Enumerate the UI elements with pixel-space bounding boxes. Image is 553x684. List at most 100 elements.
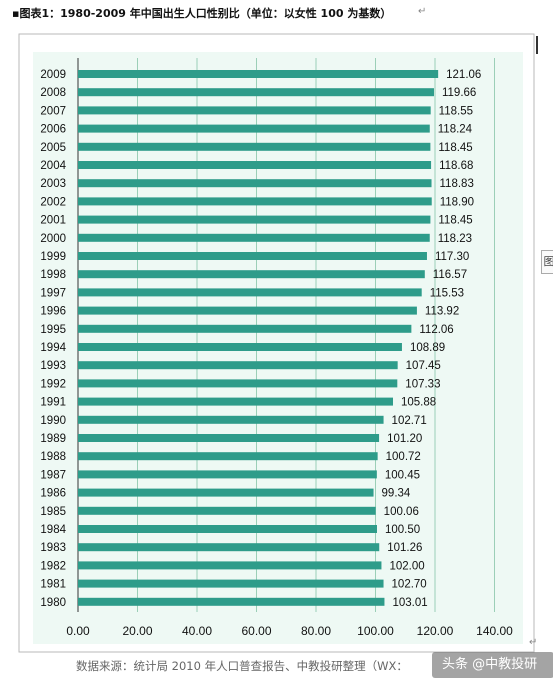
value-label: 118.55 — [439, 105, 473, 117]
value-label: 118.45 — [438, 142, 472, 154]
bar — [78, 106, 431, 115]
bar — [78, 379, 398, 388]
bar — [78, 324, 412, 333]
category-label: 1983 — [40, 542, 66, 554]
x-tick-label: 140.00 — [476, 624, 513, 638]
x-tick-labels: 0.00 20.00 40.00 60.00 80.00 100.00 120.00 140.… — [66, 624, 513, 638]
value-label: 117.30 — [435, 251, 469, 263]
category-label: 2007 — [40, 105, 66, 117]
category-label: 1991 — [40, 397, 66, 409]
category-label: 1989 — [40, 433, 66, 445]
category-label: 2004 — [40, 160, 66, 172]
value-label: 118.23 — [438, 233, 472, 245]
bar — [78, 252, 427, 260]
value-label: 108.89 — [410, 342, 445, 354]
value-label: 102.70 — [392, 579, 427, 591]
paragraph-mark: ↵ — [418, 6, 427, 17]
value-label: 100.45 — [385, 469, 420, 481]
x-tick-label: 100.00 — [357, 624, 394, 638]
bar — [78, 488, 374, 497]
value-label: 118.90 — [440, 196, 474, 208]
value-label: 119.66 — [442, 87, 476, 99]
category-label: 1988 — [40, 451, 66, 463]
category-label: 1981 — [40, 579, 66, 591]
category-label: 1985 — [40, 506, 66, 518]
x-tick-label: 20.00 — [122, 624, 152, 638]
bar — [78, 88, 434, 97]
value-label: 100.72 — [386, 451, 421, 463]
value-label: 100.06 — [384, 506, 419, 518]
value-label: 112.06 — [419, 324, 453, 336]
bar — [78, 70, 439, 78]
category-label: 1993 — [40, 360, 66, 372]
bar — [78, 343, 402, 351]
bar — [78, 434, 380, 442]
category-label: 1992 — [40, 378, 66, 390]
value-label: 118.45 — [438, 215, 472, 227]
bar — [78, 161, 432, 169]
value-label: 103.01 — [392, 597, 427, 609]
bar — [78, 597, 385, 606]
category-label: 1980 — [40, 597, 66, 609]
watermark-badge: 头条 @中教投研 — [432, 652, 553, 678]
category-label: 1994 — [40, 342, 66, 354]
value-label: 118.68 — [439, 160, 473, 172]
category-label: 2000 — [40, 233, 66, 245]
category-label: 1990 — [40, 415, 66, 427]
value-label: 118.83 — [440, 178, 474, 190]
category-labels: 2009 2008 2007 2006 2005 2004 2003 2002 2001 2000… — [40, 69, 66, 609]
category-label: 2002 — [40, 196, 66, 208]
value-label: 101.20 — [387, 433, 422, 445]
value-label: 102.00 — [389, 560, 424, 572]
value-label: 107.33 — [405, 378, 440, 390]
bar — [78, 579, 384, 588]
category-label: 1986 — [40, 488, 66, 500]
text-cursor — [536, 36, 538, 54]
value-label: 101.26 — [387, 542, 422, 554]
value-labels: 121.06 119.66 118.55 118.24 118.45 118.68 118.… — [382, 69, 482, 609]
category-label: 1982 — [40, 560, 66, 572]
bars — [78, 70, 439, 606]
bar — [78, 197, 432, 206]
document-title: ▪图表1：1980-2009 年中国出生人口性别比（单位：以女性 100 为基数… — [12, 7, 392, 20]
value-label: 102.71 — [392, 415, 427, 427]
category-label: 1997 — [40, 287, 66, 299]
bar — [78, 179, 432, 188]
category-label: 1999 — [40, 251, 66, 263]
value-label: 115.53 — [430, 287, 464, 299]
category-label: 1987 — [40, 469, 66, 481]
category-label: 2006 — [40, 124, 66, 136]
source-note: 数据来源：统计局 2010 年人口普查报告、中教投研整理（WX： — [76, 659, 408, 673]
category-label: 2001 — [40, 215, 66, 227]
x-tick-label: 40.00 — [182, 624, 212, 638]
value-label: 99.34 — [382, 488, 411, 500]
category-label: 2009 — [40, 69, 66, 81]
value-label: 107.45 — [406, 360, 441, 372]
bar — [78, 415, 384, 424]
category-label: 2008 — [40, 87, 66, 99]
bar — [78, 233, 430, 242]
bar — [78, 506, 376, 515]
bar — [78, 397, 393, 406]
bar — [78, 142, 431, 151]
bar — [78, 561, 382, 570]
value-label: 113.92 — [425, 306, 459, 318]
category-label: 1998 — [40, 269, 66, 281]
value-label: 116.57 — [433, 269, 467, 281]
bar — [78, 270, 425, 279]
value-label: 105.88 — [401, 397, 436, 409]
x-tick-label: 60.00 — [241, 624, 271, 638]
bar — [78, 543, 380, 552]
side-panel-tab[interactable]: 图 — [541, 250, 553, 274]
x-tick-label: 80.00 — [301, 624, 331, 638]
category-label: 2003 — [40, 178, 66, 190]
x-tick-label: 120.00 — [417, 624, 454, 638]
bar — [78, 470, 377, 479]
bar — [78, 306, 417, 315]
category-label: 1996 — [40, 306, 66, 318]
category-label: 1984 — [40, 524, 66, 536]
category-label: 1995 — [40, 324, 66, 336]
paragraph-mark: ↵ — [529, 637, 538, 648]
category-label: 2005 — [40, 142, 66, 154]
